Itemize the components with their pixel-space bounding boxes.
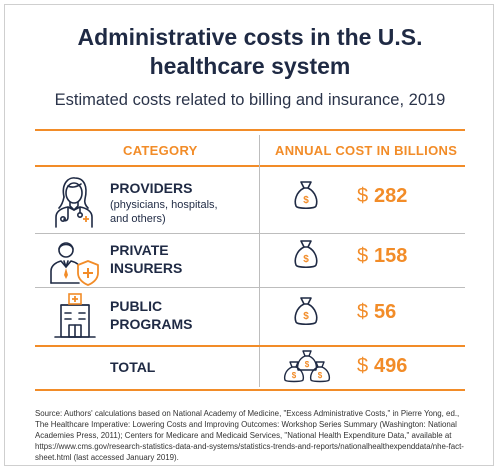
chart-title-line2: healthcare system bbox=[149, 53, 351, 79]
row-private-name-line2: INSURERS bbox=[110, 260, 183, 276]
row-public-name-line2: PROGRAMS bbox=[110, 316, 193, 332]
svg-text:$: $ bbox=[292, 371, 297, 380]
row-divider bbox=[35, 233, 465, 234]
column-header-cost: ANNUAL COST IN BILLIONS bbox=[275, 143, 458, 158]
row-public-currency: $ bbox=[357, 301, 369, 323]
row-private-name-line1: PRIVATE bbox=[110, 242, 169, 258]
money-bag-icon: $ bbox=[294, 240, 318, 269]
row-total-value: 496 bbox=[374, 355, 408, 377]
money-bag-icon: $ bbox=[294, 181, 318, 210]
row-providers-note-line1: (physicians, hospitals, bbox=[110, 199, 218, 211]
source-note: Source: Authors' calculations based on N… bbox=[35, 409, 464, 462]
svg-text:$: $ bbox=[303, 195, 309, 206]
header-top-rule bbox=[35, 129, 465, 131]
row-private-currency: $ bbox=[357, 245, 369, 267]
column-header-category: CATEGORY bbox=[123, 143, 198, 158]
row-divider bbox=[35, 287, 465, 288]
total-top-rule bbox=[35, 345, 465, 347]
svg-text:$: $ bbox=[303, 254, 309, 265]
chart-title-line1: Administrative costs in the U.S. bbox=[77, 24, 423, 50]
row-public-name-line1: PUBLIC bbox=[110, 298, 163, 314]
doctor-icon bbox=[55, 177, 93, 228]
total-bottom-rule bbox=[35, 389, 465, 391]
row-private-value: 158 bbox=[374, 245, 408, 267]
row-providers-note-line2: and others) bbox=[110, 213, 166, 225]
insurer-shield-icon bbox=[50, 242, 99, 286]
column-divider bbox=[259, 135, 260, 387]
row-providers-currency: $ bbox=[357, 185, 369, 207]
money-bag-icon: $ bbox=[294, 297, 318, 326]
row-total-name: TOTAL bbox=[110, 359, 156, 375]
row-providers-value: 282 bbox=[374, 185, 408, 207]
header-bottom-rule bbox=[35, 165, 465, 167]
svg-text:$: $ bbox=[305, 360, 310, 369]
money-bags-icon: $ $ $ bbox=[283, 350, 331, 383]
row-public-value: 56 bbox=[374, 301, 397, 323]
svg-text:$: $ bbox=[318, 371, 323, 380]
infographic-frame: Administrative costs in the U.S. healthc… bbox=[4, 4, 494, 466]
public-building-icon bbox=[54, 293, 96, 338]
svg-text:$: $ bbox=[303, 311, 309, 322]
row-total-currency: $ bbox=[357, 355, 369, 377]
chart-subtitle: Estimated costs related to billing and i… bbox=[54, 91, 446, 109]
row-providers-name: PROVIDERS bbox=[110, 180, 193, 196]
